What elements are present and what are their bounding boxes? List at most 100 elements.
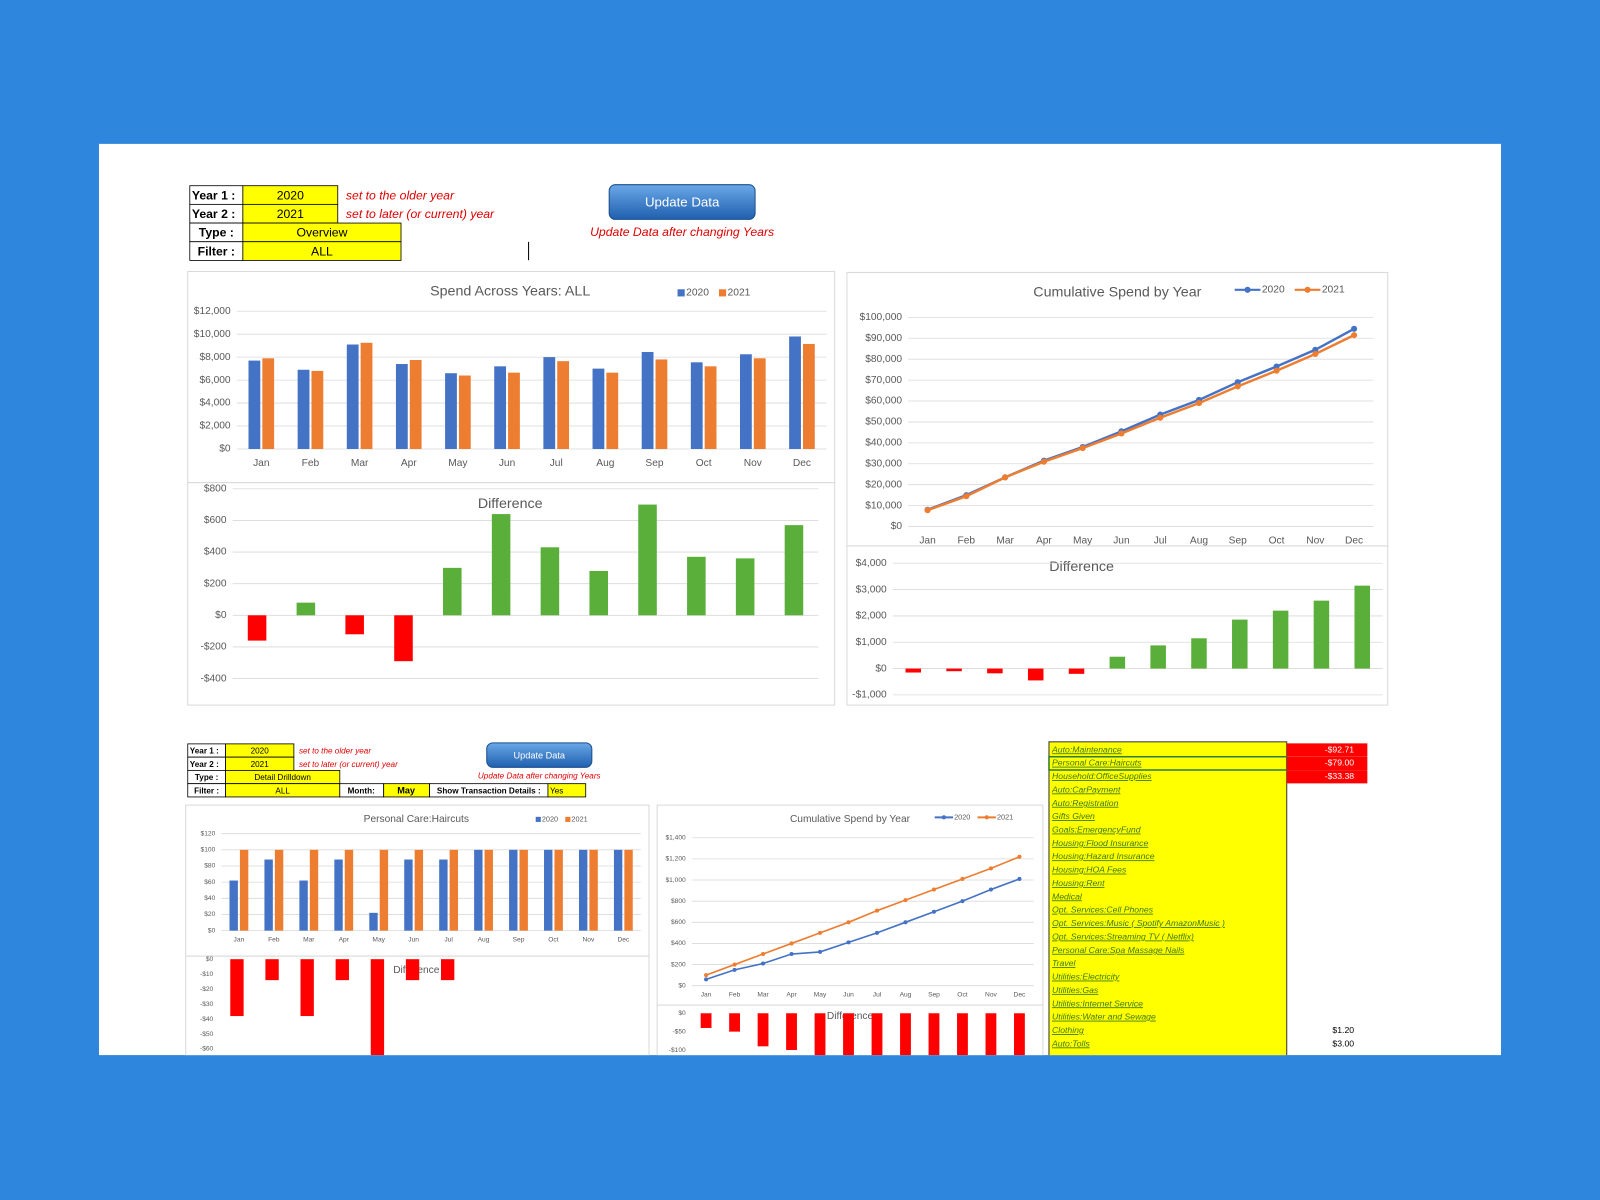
- difference-bar: [394, 615, 413, 662]
- bar: [543, 357, 556, 449]
- x-tick-label: May: [814, 992, 827, 999]
- y-tick-label: $10,000: [865, 500, 902, 511]
- point: [1017, 854, 1022, 859]
- category-link[interactable]: Housing:HOA Fees: [1052, 865, 1127, 875]
- category-link[interactable]: Clothing: [1052, 1025, 1084, 1035]
- category-link[interactable]: Utilities:Gas: [1052, 985, 1099, 995]
- legend-label: 2021: [728, 288, 751, 299]
- category-link[interactable]: Utilities:Electricity: [1052, 972, 1120, 982]
- y-tick-label: $30,000: [865, 458, 902, 469]
- y-tick-label: $10,000: [194, 329, 231, 340]
- category-link[interactable]: Medical: [1052, 891, 1083, 901]
- category-link[interactable]: Personal Care:Spa Massage Nails: [1052, 945, 1185, 955]
- x-tick-label: May: [1073, 536, 1093, 547]
- x-tick-label: Jan: [701, 992, 712, 999]
- point: [1079, 445, 1086, 452]
- category-link[interactable]: Housing:Hazard Insurance: [1052, 851, 1155, 861]
- control-value[interactable]: 2020: [277, 188, 304, 202]
- point: [789, 941, 794, 946]
- difference-bar: [757, 1013, 769, 1047]
- bar: [508, 372, 520, 449]
- difference-bar: [987, 668, 1003, 674]
- y-tick-label: $0: [215, 610, 227, 621]
- category-link[interactable]: Travel: [1052, 958, 1076, 968]
- control-value[interactable]: 2020: [251, 747, 270, 756]
- control-value[interactable]: 2021: [277, 207, 304, 221]
- update-button-label[interactable]: Update Data: [514, 751, 566, 761]
- month-value[interactable]: May: [397, 786, 416, 796]
- y-tick-label: -$200: [200, 642, 226, 653]
- y-tick-label: $400: [671, 940, 686, 947]
- y-tick-label: $12,000: [194, 306, 231, 317]
- y-tick-label: $120: [201, 830, 216, 837]
- x-tick-label: Mar: [351, 458, 369, 469]
- x-tick-label: Mar: [996, 536, 1014, 547]
- control-label: Year 1 :: [192, 188, 236, 202]
- point: [761, 961, 766, 966]
- bar: [369, 912, 378, 931]
- difference-bar: [1068, 668, 1085, 674]
- bar: [484, 849, 493, 931]
- category-link[interactable]: Auto:Maintenance: [1051, 744, 1122, 754]
- update-button-label[interactable]: Update Data: [645, 195, 720, 210]
- bar: [494, 366, 507, 449]
- update-button[interactable]: [486, 742, 593, 768]
- x-tick-label: Jan: [234, 937, 245, 944]
- category-link[interactable]: Utilities:Internet Service: [1052, 998, 1143, 1008]
- category-link[interactable]: Opt. Services:Streaming TV ( Netflix): [1052, 931, 1194, 941]
- bar: [753, 358, 766, 449]
- bar: [439, 859, 448, 931]
- category-link[interactable]: Goals:EmergencyFund: [1052, 825, 1142, 835]
- details-value[interactable]: Yes: [550, 786, 563, 795]
- category-link[interactable]: Opt. Services:Cell Phones: [1052, 905, 1154, 915]
- category-link[interactable]: Housing:Flood Insurance: [1052, 838, 1148, 848]
- category-link[interactable]: Auto:Registration: [1051, 798, 1119, 808]
- control-note: set to the older year: [346, 188, 455, 202]
- x-tick-label: Mar: [757, 992, 769, 999]
- x-tick-label: Apr: [401, 458, 417, 469]
- category-amount: -$92.71: [1325, 744, 1355, 754]
- x-tick-label: May: [448, 458, 468, 469]
- bar: [655, 359, 668, 449]
- category-link[interactable]: Household:OfficeSupplies: [1052, 771, 1152, 781]
- control-value[interactable]: ALL: [311, 244, 333, 258]
- x-tick-label: Jan: [253, 458, 269, 469]
- difference-bar: [540, 547, 560, 616]
- difference-bar: [786, 1013, 797, 1050]
- category-link[interactable]: Opt. Services:Music ( Spotify AmazonMusi…: [1052, 918, 1225, 928]
- category-link[interactable]: Utilities:Water and Sewage: [1052, 1012, 1156, 1022]
- category-link[interactable]: Auto:CarPayment: [1051, 784, 1121, 794]
- point: [761, 951, 766, 957]
- category-link[interactable]: Personal Care:Haircuts: [1052, 758, 1142, 768]
- control-value[interactable]: Detail Drilldown: [254, 773, 311, 782]
- control-value[interactable]: 2021: [251, 760, 270, 769]
- y-tick-label: -$40: [200, 1016, 214, 1023]
- bar: [641, 351, 654, 449]
- legend-marker: [941, 815, 946, 820]
- x-tick-label: Jun: [408, 937, 419, 944]
- point: [960, 876, 965, 882]
- y-tick-label: $2,000: [856, 611, 887, 622]
- difference-bar: [900, 1013, 911, 1056]
- bar: [379, 849, 389, 931]
- point: [1234, 383, 1241, 390]
- category-link[interactable]: Auto:Tolls: [1051, 1038, 1090, 1048]
- point: [1002, 474, 1009, 481]
- bar: [344, 849, 354, 931]
- x-tick-label: Jul: [873, 992, 882, 999]
- control-value[interactable]: ALL: [275, 786, 290, 795]
- legend-swatch: [565, 816, 571, 822]
- bar: [613, 849, 623, 931]
- difference-bar: [871, 1013, 883, 1056]
- cell: [547, 783, 587, 798]
- category-link[interactable]: Housing:Rent: [1052, 878, 1105, 888]
- bar: [589, 849, 598, 931]
- category-amount: $1.20: [1332, 1025, 1354, 1035]
- update-button[interactable]: [608, 184, 756, 220]
- legend-label: 2020: [954, 812, 970, 821]
- control-value[interactable]: Overview: [296, 226, 347, 240]
- difference-bar: [1313, 600, 1330, 669]
- category-link[interactable]: Gifts Given: [1052, 811, 1095, 821]
- difference-bar: [985, 1013, 997, 1056]
